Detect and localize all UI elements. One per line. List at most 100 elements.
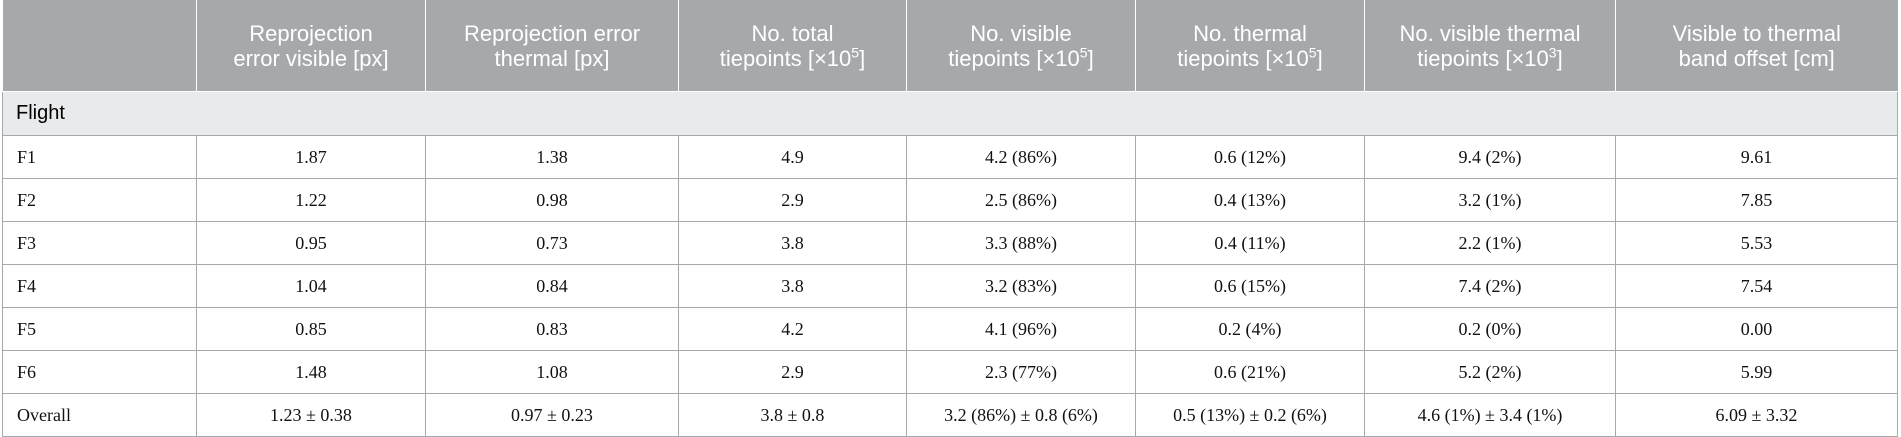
table-cell: 4.9 [678, 135, 907, 179]
table-row: Overall 1.23 ± 0.38 0.97 ± 0.23 3.8 ± 0.8 3.… [2, 393, 1898, 437]
table-cell: 3.8 [678, 221, 907, 265]
header-line: Reprojection error [463, 20, 641, 46]
section-group: Flight [2, 91, 1898, 136]
header-line: Visible to thermal [1672, 20, 1841, 46]
header-empty-cell [2, 0, 197, 92]
table-cell: 1.23 ± 0.38 [196, 393, 426, 437]
header-visible-tiepoints: No. visible tiepoints [×105] [906, 0, 1136, 92]
table-cell: 6.09 ± 3.32 [1615, 393, 1898, 437]
table-cell: 1.22 [196, 178, 426, 222]
table-cell: 0.97 ± 0.23 [425, 393, 679, 437]
table-cell: 4.2 (86%) [906, 135, 1136, 179]
row-label: F6 [2, 350, 197, 394]
row-label: F4 [2, 264, 197, 308]
table-cell: 3.8 [678, 264, 907, 308]
table-cell: 5.53 [1615, 221, 1898, 265]
table-cell: 0.2 (4%) [1135, 307, 1365, 351]
row-label: Overall [2, 393, 197, 437]
table-row: F1 1.87 1.38 4.9 4.2 (86%) 0.6 (12%) 9.4 (2%) 9… [2, 135, 1898, 179]
table-cell: 0.2 (0%) [1364, 307, 1616, 351]
table-cell: 3.3 (88%) [906, 221, 1136, 265]
header-text: tiepoints [×10 [948, 45, 1080, 71]
table-cell: 0.00 [1615, 307, 1898, 351]
header-text: tiepoints [×10 [1417, 45, 1549, 71]
table-row: F6 1.48 1.08 2.9 2.3 (77%) 0.6 (21%) 5.2 (2%) 5… [2, 350, 1898, 394]
table-cell: 0.85 [196, 307, 426, 351]
table-body: F1 1.87 1.38 4.9 4.2 (86%) 0.6 (12%) 9.4 (2%) 9… [2, 135, 1898, 437]
table-cell: 3.8 ± 0.8 [678, 393, 907, 437]
table-cell: 0.6 (21%) [1135, 350, 1365, 394]
table-cell: 1.04 [196, 264, 426, 308]
header-line: tiepoints [×103] [1371, 44, 1609, 71]
header-text: ] [1087, 45, 1094, 71]
table-cell: 0.4 (13%) [1135, 178, 1365, 222]
exponent: 5 [851, 44, 860, 61]
section-row: Flight [2, 91, 1898, 136]
table-cell: 0.4 (11%) [1135, 221, 1365, 265]
table-cell: 0.6 (15%) [1135, 264, 1365, 308]
table-cell: 5.2 (2%) [1364, 350, 1616, 394]
header-thermal-tiepoints: No. thermal tiepoints [×105] [1135, 0, 1365, 92]
table-row: F2 1.22 0.98 2.9 2.5 (86%) 0.4 (13%) 3.2 (1%) 7… [2, 178, 1898, 222]
table-cell: 9.4 (2%) [1364, 135, 1616, 179]
header-line: No. total [751, 20, 834, 46]
table-cell: 1.87 [196, 135, 426, 179]
header-line: No. visible thermal [1399, 20, 1581, 46]
table-cell: 0.5 (13%) ± 0.2 (6%) [1135, 393, 1365, 437]
table-cell: 3.2 (86%) ± 0.8 (6%) [906, 393, 1136, 437]
table-cell: 9.61 [1615, 135, 1898, 179]
header-text: ] [1556, 45, 1563, 71]
table-cell: 2.9 [678, 350, 907, 394]
table-cell: 1.08 [425, 350, 679, 394]
table-cell: 0.73 [425, 221, 679, 265]
header-line: thermal [px] [494, 45, 610, 71]
header-line: tiepoints [×105] [913, 44, 1129, 71]
header-visible-thermal-tiepoints: No. visible thermal tiepoints [×103] [1364, 0, 1616, 92]
exponent: 3 [1548, 44, 1557, 61]
table-cell: 0.6 (12%) [1135, 135, 1365, 179]
table-cell: 7.85 [1615, 178, 1898, 222]
table-cell: 3.2 (1%) [1364, 178, 1616, 222]
row-label: F1 [2, 135, 197, 179]
header-row: Reprojection error visible [px] Reprojec… [2, 0, 1898, 92]
exponent: 5 [1308, 44, 1317, 61]
header-text: ] [1316, 45, 1323, 71]
header-band-offset: Visible to thermal band offset [cm] [1615, 0, 1898, 92]
table-cell: 0.95 [196, 221, 426, 265]
row-label: F5 [2, 307, 197, 351]
header-line: tiepoints [×105] [685, 44, 900, 71]
table-cell: 7.4 (2%) [1364, 264, 1616, 308]
table-cell: 1.38 [425, 135, 679, 179]
table-cell: 3.2 (83%) [906, 264, 1136, 308]
table-cell: 0.83 [425, 307, 679, 351]
table-cell: 4.1 (96%) [906, 307, 1136, 351]
exponent: 5 [1079, 44, 1088, 61]
table-cell: 2.9 [678, 178, 907, 222]
header-reprojection-error-visible: Reprojection error visible [px] [196, 0, 426, 92]
table-cell: 2.3 (77%) [906, 350, 1136, 394]
header-text: tiepoints [×10 [719, 45, 852, 71]
header-line: error visible [px] [233, 45, 389, 71]
table-cell: 4.2 [678, 307, 907, 351]
table-header: Reprojection error visible [px] Reprojec… [2, 0, 1898, 92]
header-line: Reprojection [249, 20, 373, 46]
header-line: No. visible [970, 20, 1072, 46]
table-row: F5 0.85 0.83 4.2 4.1 (96%) 0.2 (4%) 0.2 (0%) 0.… [2, 307, 1898, 351]
table-cell: 5.99 [1615, 350, 1898, 394]
row-label: F3 [2, 221, 197, 265]
row-label: F2 [2, 178, 197, 222]
header-reprojection-error-thermal: Reprojection error thermal [px] [425, 0, 679, 92]
table-cell: 0.84 [425, 264, 679, 308]
table-cell: 0.98 [425, 178, 679, 222]
table-row: F4 1.04 0.84 3.8 3.2 (83%) 0.6 (15%) 7.4 (2%) 7… [2, 264, 1898, 308]
header-text: tiepoints [×10 [1177, 45, 1309, 71]
section-label: Flight [2, 91, 1898, 136]
table-cell: 1.48 [196, 350, 426, 394]
header-line: No. thermal [1193, 20, 1307, 46]
table-cell: 2.2 (1%) [1364, 221, 1616, 265]
table-cell: 2.5 (86%) [906, 178, 1136, 222]
header-total-tiepoints: No. total tiepoints [×105] [678, 0, 907, 92]
table-row: F3 0.95 0.73 3.8 3.3 (88%) 0.4 (11%) 2.2 (1%) 5… [2, 221, 1898, 265]
